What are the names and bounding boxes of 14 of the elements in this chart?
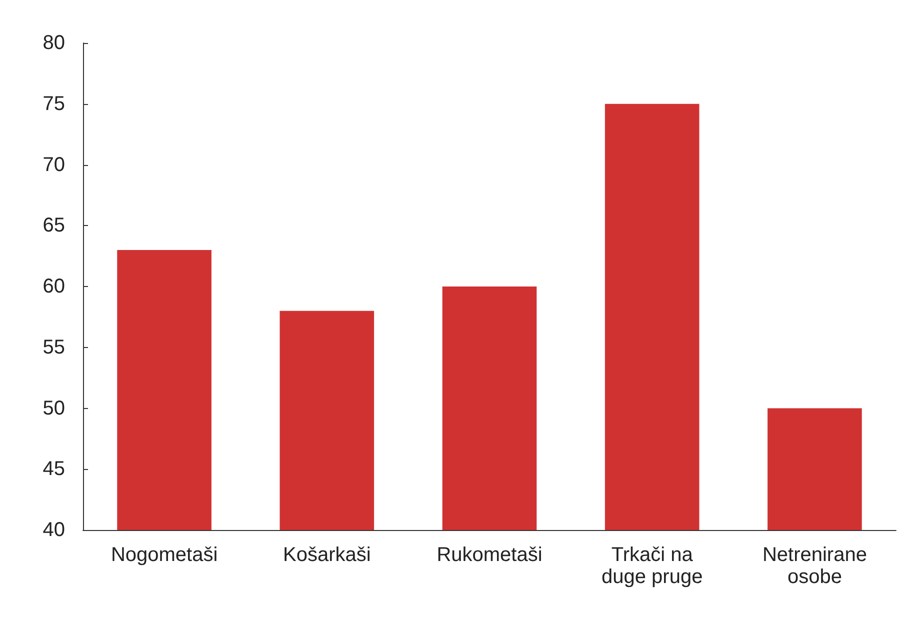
y-tick-label: 45 (42, 458, 65, 480)
y-tick-label: 70 (42, 154, 65, 176)
x-tick-label: Rukometaši (436, 544, 542, 566)
y-tick-label: 50 (42, 397, 65, 420)
x-tick-label: Nogometaši (110, 544, 218, 566)
x-tick-label: Netrenirane osobe (762, 544, 867, 588)
y-tick-label: 80 (42, 32, 65, 54)
y-tick-label: 75 (42, 92, 65, 115)
y-tick-label: 60 (42, 276, 65, 298)
y-tick-label: 65 (42, 214, 65, 237)
x-tick-label: Košarkaši (282, 544, 371, 566)
y-tick-label: 55 (42, 336, 65, 358)
x-tick-label: Trkači na duge pruge (602, 544, 703, 588)
y-tick-label: 40 (42, 519, 65, 541)
